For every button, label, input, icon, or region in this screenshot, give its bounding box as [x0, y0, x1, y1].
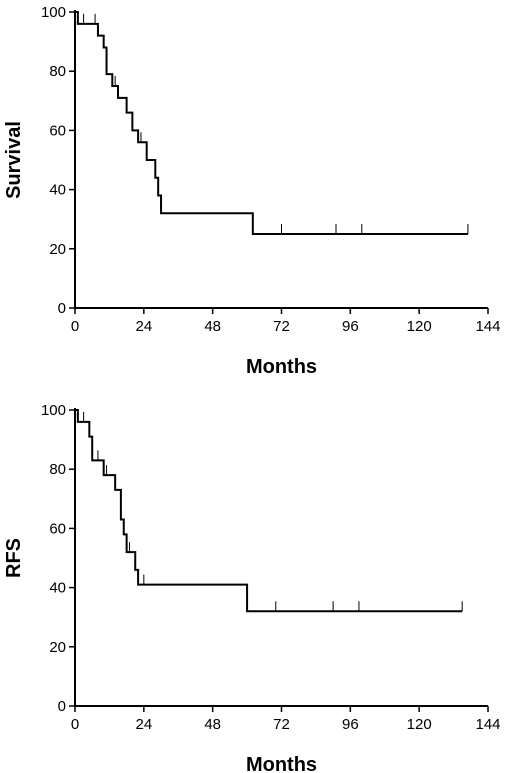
y-tick-label: 80: [49, 63, 66, 80]
x-tick-label: 96: [342, 716, 359, 733]
y-tick-label: 80: [49, 461, 66, 478]
x-axis-label: Months: [246, 356, 317, 378]
y-tick-label: 100: [41, 402, 66, 419]
y-tick-label: 0: [58, 698, 66, 715]
x-axis-label: Months: [246, 754, 317, 773]
x-tick-label: 120: [407, 716, 432, 733]
x-tick-label: 0: [71, 716, 79, 733]
x-tick-label: 24: [135, 318, 152, 335]
x-tick-label: 96: [342, 318, 359, 335]
x-tick-label: 24: [135, 716, 152, 733]
y-tick-label: 100: [41, 4, 66, 21]
y-tick-label: 40: [49, 580, 66, 597]
x-tick-label: 48: [204, 318, 221, 335]
y-axis-label: RFS: [3, 538, 25, 578]
y-tick-label: 0: [58, 300, 66, 317]
chart-panel-1: 0 20 40 60 80 100 0 24 48 72 96 120 144 Months Surviva…: [3, 4, 501, 378]
x-tick-label: 0: [71, 318, 79, 335]
y-tick-label: 60: [49, 520, 66, 537]
x-tick-label: 144: [475, 318, 500, 335]
survival-curve: [75, 11, 468, 235]
x-tick-label: 144: [475, 716, 500, 733]
y-tick-label: 60: [49, 122, 66, 139]
y-tick-label: 20: [49, 639, 66, 656]
y-axis-label: Survival: [3, 121, 25, 199]
x-tick-label: 120: [407, 318, 432, 335]
y-tick-label: 20: [49, 241, 66, 258]
chart-panel-2: 0 20 40 60 80 100 0 24 48 72 96 120 144 Months RFS: [3, 402, 501, 773]
x-tick-label: 72: [273, 716, 290, 733]
y-tick-label: 40: [49, 182, 66, 199]
x-tick-label: 72: [273, 318, 290, 335]
survival-curve: [75, 409, 463, 613]
x-tick-label: 48: [204, 716, 221, 733]
